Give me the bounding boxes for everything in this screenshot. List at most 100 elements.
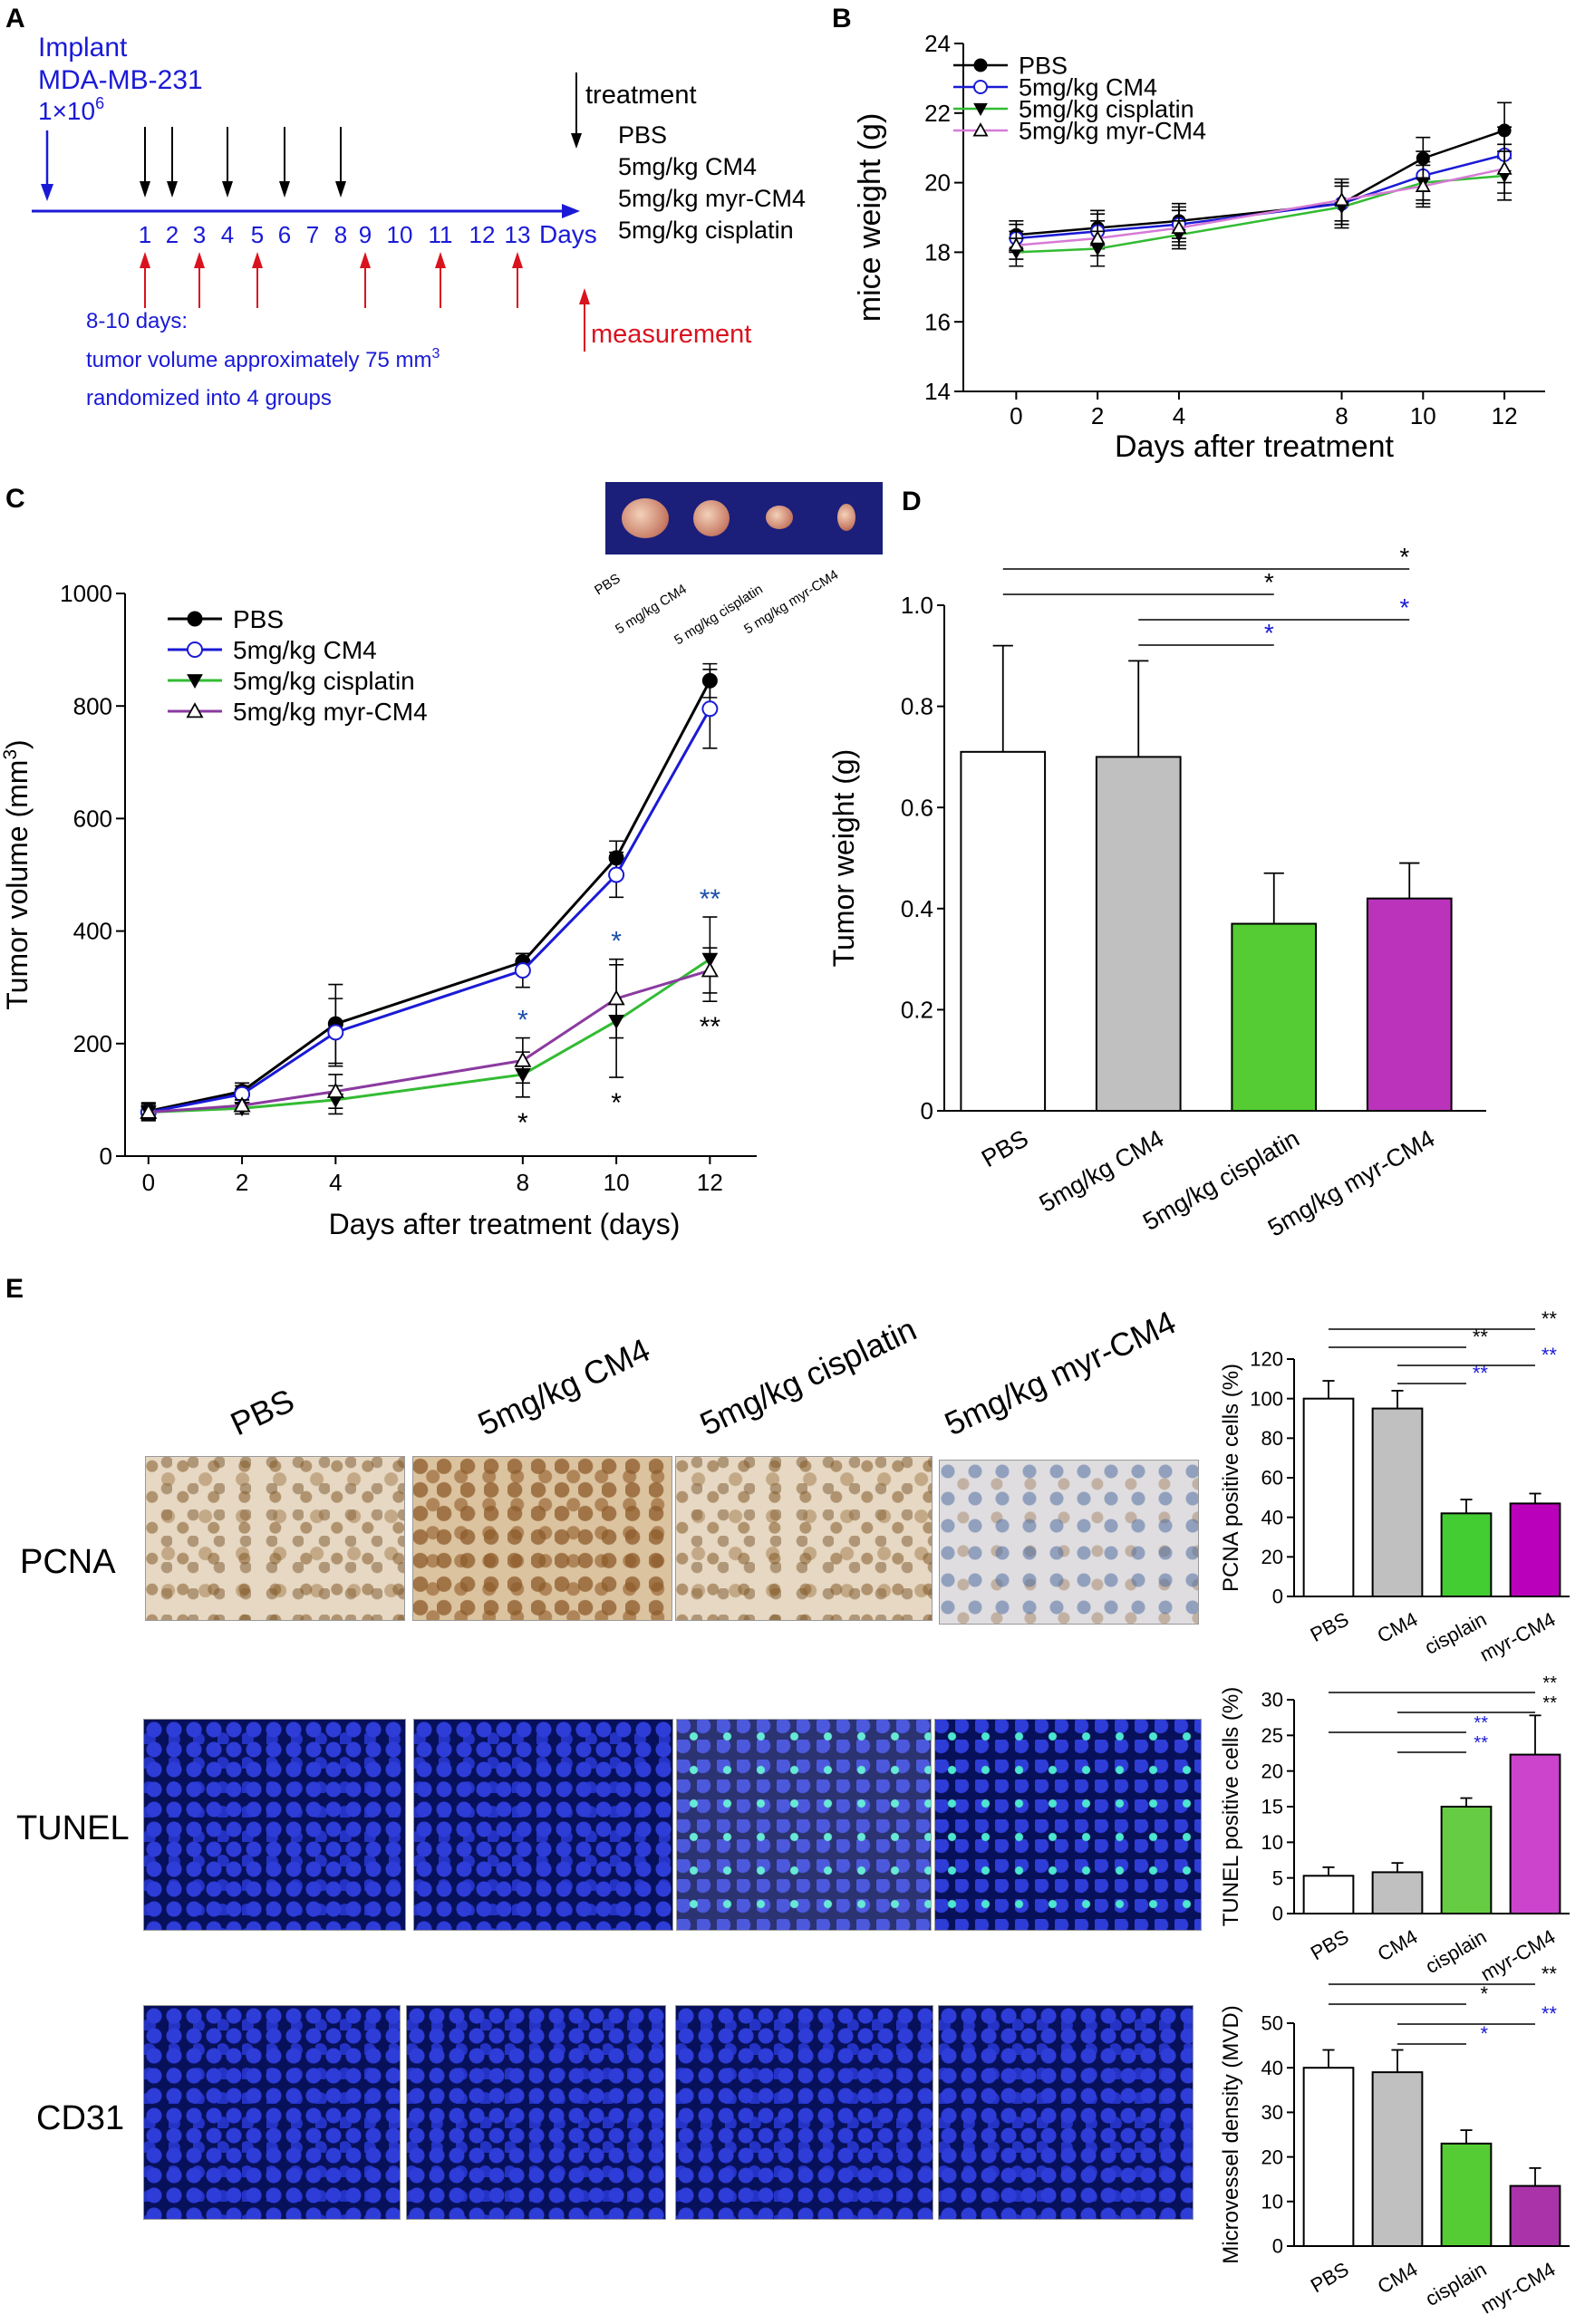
timeline-day-12: 12 xyxy=(469,221,496,248)
bar-5mg-kg-cm4 xyxy=(1095,756,1182,1113)
series-5mg-kg-cisplatin xyxy=(1009,150,1513,267)
point-5mg-kg-cm4-10 xyxy=(608,866,625,883)
bar-pbs xyxy=(1302,1397,1355,1597)
bar-pbs xyxy=(960,750,1047,1112)
timeline-day-1: 1 xyxy=(139,221,151,248)
ihc-pcna-cisplatin xyxy=(675,1456,933,1621)
y-tick-label-20: 20 xyxy=(1261,1546,1283,1568)
x-tick-label-10: 10 xyxy=(604,1169,630,1196)
timeline-day-7: 7 xyxy=(306,221,319,248)
point-5mg-kg-myr-cm4-4 xyxy=(1171,219,1187,235)
days-label: Days xyxy=(539,220,597,248)
point-5mg-kg-myr-cm4-2 xyxy=(233,1096,251,1113)
y-tick-label-0-8: 0.8 xyxy=(901,693,933,720)
y-tick-label-120: 120 xyxy=(1250,1348,1283,1371)
y-axis-label-text: Tumor volume (mm xyxy=(1,760,34,1010)
significance-below-8: * xyxy=(517,1108,528,1138)
series-5mg-kg-cm4 xyxy=(140,669,719,1122)
category-label-pbs: PBS xyxy=(1307,2258,1353,2298)
measurement-arrow-head-day-1 xyxy=(140,252,150,268)
bar-5mg-kg-myr-cm4 xyxy=(1366,897,1453,1113)
point-5mg-kg-myr-cm4-8 xyxy=(514,1051,532,1067)
category-label-5mg-kg-cm4: 5mg/kg CM4 xyxy=(1035,1124,1169,1218)
y-tick-label-20: 20 xyxy=(924,169,951,197)
treatment-arrow-head-day-2 xyxy=(167,181,178,198)
tumor-weight-chart: 0 0.2 0.4 0.6 0.8 1.0 Tumor weight (g) PBS 5mg/k… xyxy=(827,543,1486,1242)
measurement-legend-arrow-head xyxy=(579,288,590,304)
treatment-item-5mg-kg-cisplatin: 5mg/kg cisplatin xyxy=(618,217,794,244)
legend-marker-5mg-kg-cisplatin xyxy=(187,674,203,689)
panel-letter-e: E xyxy=(5,1274,24,1304)
note-line-2: tumor volume approximately 75 mm3 xyxy=(86,346,440,372)
sig-mark-3: * xyxy=(1480,2022,1488,2045)
category-label-pbs: PBS xyxy=(1307,1925,1353,1965)
timeline-day-2: 2 xyxy=(166,221,179,248)
tumor-volume-chart: 0 200 400 600 800 1000 0 2 4 8 10 12 Days after trea… xyxy=(0,580,757,1240)
category-label-cm4: CM4 xyxy=(1374,1925,1422,1966)
significance-below-12: ** xyxy=(700,1012,721,1042)
legend-marker-5mg-kg-cisplatin xyxy=(973,102,988,117)
x-tick-label-0: 0 xyxy=(1010,402,1022,429)
y-tick-label-24: 24 xyxy=(924,30,951,57)
series-5mg-kg-cisplatin xyxy=(140,916,719,1122)
bar-cisplain xyxy=(1440,1806,1493,1914)
y-tick-label-800: 800 xyxy=(73,692,112,719)
measurement-arrow-head-day-11 xyxy=(435,252,446,268)
timeline-day-10: 10 xyxy=(387,221,413,248)
treatment-label: treatment xyxy=(585,81,697,110)
tunel-pbs xyxy=(143,1719,406,1931)
category-label-myr-cm4: myr-CM4 xyxy=(1476,1607,1560,1666)
tumor-photo xyxy=(605,482,883,554)
sig-mark-2: * xyxy=(1399,593,1409,622)
x-tick-label-12: 12 xyxy=(1492,402,1518,429)
measurement-arrow-head-day-9 xyxy=(360,252,371,268)
measurement-arrows xyxy=(140,252,523,308)
y-tick-label-80: 80 xyxy=(1261,1427,1283,1450)
legend-label-5mg-kg-cisplatin: 5mg/kg cisplatin xyxy=(233,667,415,695)
point-5mg-kg-myr-cm4-8 xyxy=(1333,191,1350,207)
y-axis-label: Tumor volume (mm3) xyxy=(0,739,34,1009)
x-tick-label-2: 2 xyxy=(236,1169,248,1196)
y-tick-label-0: 0 xyxy=(921,1097,933,1124)
timeline-day-5: 5 xyxy=(251,221,264,248)
bar-myr-cm4 xyxy=(1509,1502,1561,1597)
significance-above-8: * xyxy=(517,1006,528,1036)
cell-line-label: MDA-MB-231 xyxy=(38,65,203,95)
series-line-5mg-kg-cisplatin xyxy=(148,958,711,1114)
treatment-arrow-head-day-1 xyxy=(140,181,150,198)
treatment-arrow-head-day-4 xyxy=(222,181,233,198)
category-label-myr-cm4: myr-CM4 xyxy=(1477,2258,1560,2319)
timeline-day-13: 13 xyxy=(505,221,531,248)
y-tick-label-40: 40 xyxy=(1261,1506,1283,1528)
series-line-5mg-kg-myr-cm4 xyxy=(148,969,710,1114)
panel-letter-a: A xyxy=(5,4,25,34)
photo-label-cm4: 5 mg/kg CM4 xyxy=(613,582,690,638)
legend-label-5mg-kg-cm4: 5mg/kg CM4 xyxy=(1019,73,1157,101)
sig-mark-1: * xyxy=(1480,1982,1488,2005)
sig-mark-1: ** xyxy=(1473,1326,1489,1348)
category-label-pbs: PBS xyxy=(977,1124,1033,1172)
y-tick-label-600: 600 xyxy=(73,805,112,833)
series-pbs xyxy=(140,662,718,1121)
y-tick-label-16: 16 xyxy=(924,308,951,335)
treatment-item-5mg-kg-cm4: 5mg/kg CM4 xyxy=(618,153,757,180)
category-label-cm4: CM4 xyxy=(1374,2258,1422,2299)
ihc-pcna-pbs xyxy=(145,1456,405,1621)
y-tick-label-10: 10 xyxy=(1261,2191,1283,2213)
point-5mg-kg-myr-cm4-10 xyxy=(1415,178,1431,192)
photo-labels: PBS 5 mg/kg CM4 5 mg/kg cisplatin 5 mg/k… xyxy=(592,567,841,649)
timeline-arrow-head xyxy=(562,204,580,218)
x-tick-label-10: 10 xyxy=(1410,402,1436,429)
y-axis-label: TUNEL positive cells (%) xyxy=(1219,1687,1243,1927)
y-tick-label-5: 5 xyxy=(1272,1866,1283,1889)
timeline-day-8: 8 xyxy=(334,221,347,248)
tumor-cm4 xyxy=(693,500,730,536)
ihc-pcna-cm4 xyxy=(412,1456,672,1621)
legend-label-pbs: PBS xyxy=(1019,52,1068,79)
sig-mark-3: ** xyxy=(1473,1362,1489,1384)
y-tick-label-1000: 1000 xyxy=(60,580,112,607)
legend-label-5mg-kg-cisplatin: 5mg/kg cisplatin xyxy=(1019,95,1194,122)
series-line-pbs xyxy=(148,680,711,1113)
point-5mg-kg-myr-cm4-10 xyxy=(607,989,625,1006)
